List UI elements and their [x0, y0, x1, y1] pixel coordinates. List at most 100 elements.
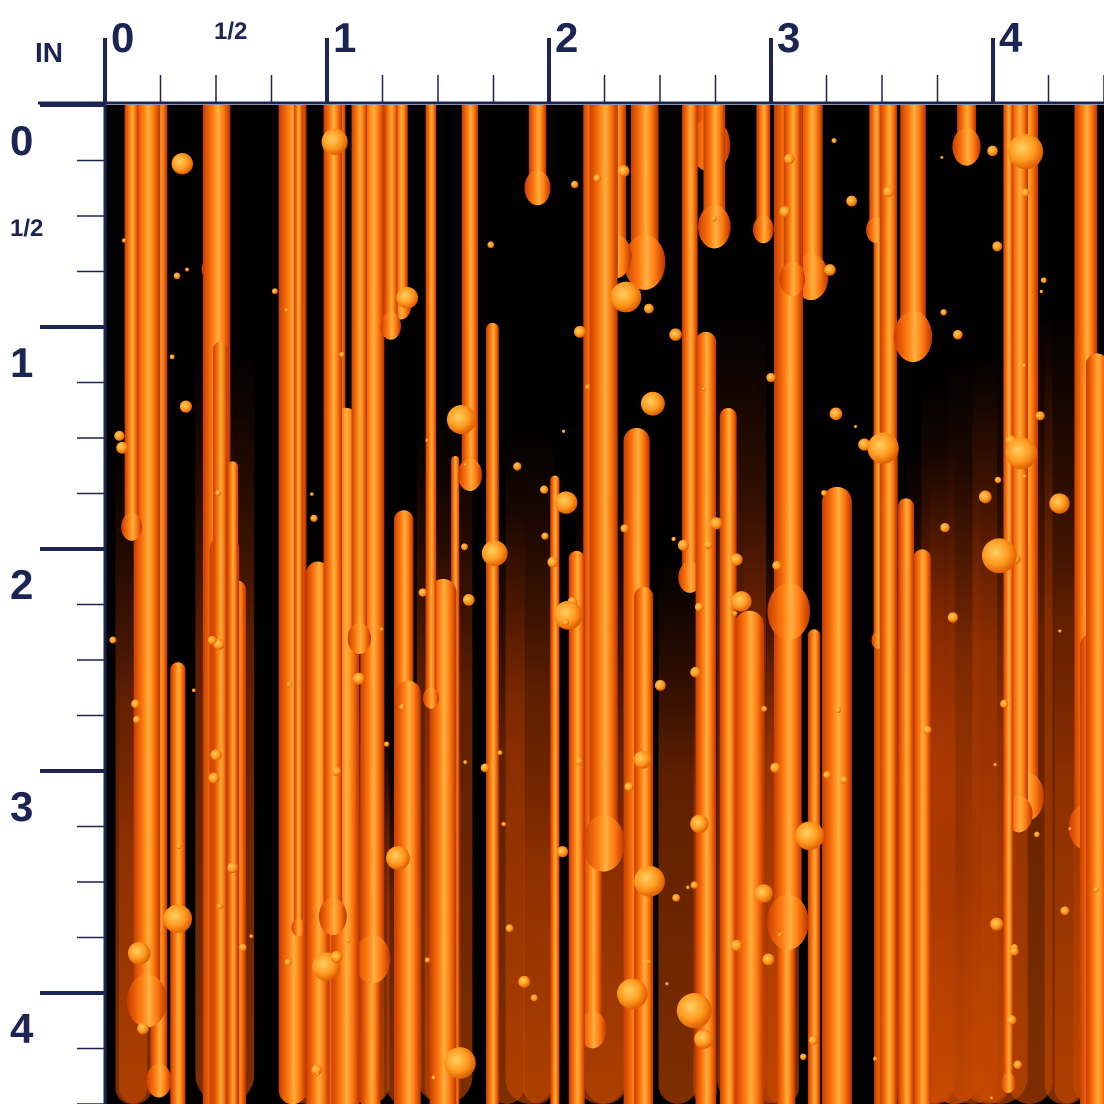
droplet — [571, 180, 579, 189]
droplet — [315, 1072, 320, 1076]
droplet — [284, 307, 289, 313]
ruler: IN 0 1/2 1 2 3 4 0 1/2 1 2 3 4 — [10, 14, 1104, 1104]
droplet — [271, 288, 278, 295]
droplet — [1005, 437, 1038, 470]
drip — [550, 475, 560, 1104]
drip — [822, 486, 852, 1104]
left-ruler-label: 0 — [10, 117, 33, 164]
drip-end — [779, 261, 806, 297]
drip-end — [582, 815, 625, 872]
top-ruler-label: 1 — [333, 14, 356, 61]
droplet — [169, 354, 175, 360]
droplet — [540, 485, 549, 494]
droplet — [210, 749, 222, 761]
droplet — [654, 679, 666, 691]
droplet — [399, 704, 406, 710]
droplet — [418, 588, 427, 597]
droplet — [940, 155, 944, 160]
droplet — [646, 959, 651, 964]
top-ruler-label: 4 — [999, 14, 1023, 61]
drip-end — [121, 512, 143, 541]
droplet — [310, 492, 314, 496]
droplet — [731, 591, 752, 612]
drip-end — [767, 894, 809, 950]
drip-end — [624, 234, 666, 290]
droplet — [352, 672, 365, 685]
droplet — [463, 463, 468, 467]
droplet — [556, 846, 569, 858]
droplet — [867, 432, 899, 464]
droplet — [854, 425, 858, 429]
droplet — [1021, 363, 1027, 368]
droplet — [133, 715, 141, 724]
droplet — [978, 490, 992, 504]
droplet — [610, 281, 642, 313]
droplet — [131, 699, 141, 709]
droplet — [593, 174, 602, 182]
droplet — [1058, 629, 1062, 633]
drip — [425, 105, 437, 703]
droplet — [730, 939, 743, 952]
droplet — [446, 404, 476, 435]
drip — [1085, 353, 1104, 1104]
drip-glow — [927, 798, 981, 1104]
droplet — [761, 705, 768, 712]
droplet — [981, 538, 1017, 574]
droplet — [730, 553, 743, 566]
droplet — [585, 384, 591, 390]
droplet — [1068, 827, 1072, 831]
drip-end — [767, 582, 811, 640]
drip — [133, 105, 161, 1012]
drip — [630, 105, 659, 274]
droplet — [424, 957, 431, 963]
droplet — [987, 145, 998, 157]
droplet — [633, 750, 652, 769]
droplet — [286, 681, 293, 687]
droplet — [831, 138, 837, 144]
droplet — [1007, 133, 1044, 170]
left-ruler-label: 3 — [10, 783, 33, 830]
droplet — [1000, 699, 1009, 709]
droplet — [620, 524, 629, 533]
droplet — [497, 750, 503, 756]
droplet — [634, 865, 665, 897]
droplet — [992, 241, 1003, 252]
droplet — [672, 893, 681, 902]
droplet — [710, 517, 723, 530]
droplet — [711, 215, 717, 222]
drip — [682, 105, 698, 584]
droplet — [940, 309, 947, 316]
droplet — [624, 782, 634, 792]
droplet — [669, 328, 682, 341]
droplet — [835, 707, 842, 714]
droplet — [501, 821, 507, 827]
droplet — [127, 941, 151, 965]
drip — [898, 498, 914, 1104]
drip — [213, 341, 228, 1104]
droplet — [795, 821, 825, 851]
drip-end — [1000, 1073, 1016, 1093]
droplet — [284, 958, 292, 966]
droplet — [176, 843, 182, 850]
drip-end — [524, 170, 551, 206]
droplet — [839, 776, 848, 784]
droplet — [1006, 1015, 1017, 1025]
droplet — [227, 862, 239, 874]
droplet — [554, 491, 578, 514]
droplet — [208, 772, 220, 784]
drip — [719, 408, 737, 1104]
drip-end — [698, 204, 731, 249]
droplet — [238, 943, 247, 952]
droplet — [823, 770, 832, 779]
droplet — [1060, 906, 1070, 916]
drip-glow — [658, 555, 697, 1104]
drip — [226, 461, 239, 1104]
droplet — [990, 917, 1004, 931]
droplet — [858, 438, 871, 451]
droplet — [480, 763, 490, 773]
left-ruler-label: 1 — [10, 339, 33, 386]
droplet — [993, 762, 997, 767]
droplet — [384, 741, 390, 747]
drip — [913, 549, 931, 1104]
